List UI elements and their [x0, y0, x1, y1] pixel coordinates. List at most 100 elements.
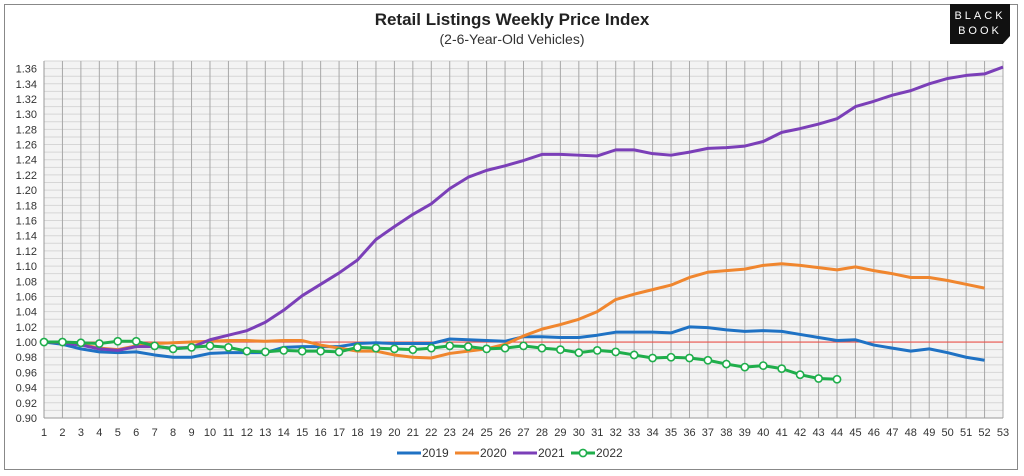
data-point-2022 — [390, 344, 399, 354]
x-tick-label: 10 — [204, 427, 216, 439]
y-tick-label: 1.12 — [16, 246, 37, 258]
data-point-2022 — [832, 374, 842, 384]
x-tick-label: 24 — [462, 427, 474, 439]
data-point-2022 — [537, 343, 547, 353]
data-point-2022 — [500, 343, 510, 353]
data-point-2022 — [150, 341, 160, 351]
x-tick-label: 17 — [333, 427, 345, 439]
x-tick-label: 37 — [702, 427, 714, 439]
y-tick-label: 1.28 — [16, 124, 37, 136]
data-point-2022 — [168, 344, 178, 354]
y-tick-label: 1.24 — [16, 155, 37, 167]
data-point-2022 — [740, 362, 750, 372]
y-tick-label: 0.98 — [16, 352, 37, 364]
x-tick-label: 6 — [133, 427, 139, 439]
series-line-2020 — [44, 262, 985, 360]
data-point-2022 — [94, 339, 104, 348]
data-point-2022 — [205, 341, 215, 351]
x-tick-label: 45 — [849, 427, 861, 439]
data-point-2022 — [316, 346, 326, 356]
data-point-2022 — [777, 364, 787, 374]
x-tick-label: 48 — [905, 427, 917, 439]
x-tick-label: 18 — [351, 427, 363, 439]
x-tick-label: 15 — [296, 427, 308, 439]
x-tick-label: 3 — [78, 427, 84, 439]
data-point-2022 — [814, 374, 823, 383]
x-tick-label: 28 — [536, 427, 548, 439]
x-tick-label: 44 — [831, 427, 843, 439]
legend-label-2022: 2022 — [596, 446, 623, 460]
data-point-2022 — [426, 343, 436, 353]
y-tick-label: 1.04 — [16, 307, 37, 319]
x-tick-label: 5 — [115, 427, 121, 439]
y-tick-label: 1.18 — [16, 200, 37, 212]
x-tick-label: 14 — [278, 427, 290, 439]
x-tick-label: 9 — [188, 427, 194, 439]
x-tick-label: 26 — [499, 427, 511, 439]
x-tick-label: 46 — [868, 427, 880, 439]
x-tick-label: 8 — [170, 427, 176, 439]
x-tick-label: 43 — [812, 427, 824, 439]
x-tick-label: 34 — [646, 427, 658, 439]
y-tick-label: 1.22 — [16, 170, 37, 182]
x-tick-label: 32 — [610, 427, 622, 439]
data-point-2022 — [242, 346, 252, 356]
y-tick-label: 0.94 — [16, 383, 37, 395]
data-point-2022 — [279, 345, 289, 355]
chart-subtitle: (2-6-Year-Old Vehicles) — [439, 31, 585, 47]
x-tick-label: 13 — [259, 427, 271, 439]
chart-frame — [4, 4, 1018, 470]
y-tick-label: 1.10 — [16, 261, 37, 273]
x-tick-label: 53 — [997, 427, 1009, 439]
x-tick-label: 11 — [223, 427, 234, 439]
data-point-2022 — [260, 347, 270, 357]
data-point-2022 — [371, 343, 381, 353]
x-tick-label: 51 — [960, 427, 972, 439]
data-point-2022 — [666, 352, 676, 362]
y-tick-label: 1.34 — [16, 79, 37, 91]
x-tick-label: 16 — [315, 427, 327, 439]
data-point-2022 — [685, 353, 694, 363]
x-tick-label: 27 — [517, 427, 529, 439]
data-point-2022 — [408, 345, 418, 355]
legend-label-2019: 2019 — [422, 446, 449, 460]
x-tick-label: 47 — [886, 427, 898, 439]
data-point-2022 — [648, 353, 657, 363]
data-point-2022 — [795, 370, 805, 380]
data-point-2022 — [629, 350, 639, 360]
data-point-2022 — [334, 347, 344, 357]
legend-label-2020: 2020 — [480, 446, 507, 460]
data-point-2022 — [445, 341, 455, 351]
x-tick-label: 30 — [573, 427, 585, 439]
x-tick-label: 2 — [59, 427, 65, 439]
data-point-2022 — [482, 344, 492, 354]
x-tick-label: 21 — [407, 427, 419, 439]
data-point-2022 — [113, 336, 123, 346]
x-tick-label: 29 — [554, 427, 566, 439]
x-tick-label: 33 — [628, 427, 640, 439]
chart-title: Retail Listings Weekly Price Index — [374, 10, 650, 29]
x-tick-label: 23 — [444, 427, 456, 439]
x-tick-label: 52 — [978, 427, 990, 439]
x-tick-label: 49 — [923, 427, 935, 439]
x-tick-label: 40 — [757, 427, 769, 439]
y-tick-label: 1.32 — [16, 94, 37, 106]
x-tick-label: 22 — [425, 427, 437, 439]
data-point-2022 — [224, 342, 233, 352]
x-tick-label: 42 — [794, 427, 806, 439]
x-tick-label: 39 — [739, 427, 751, 439]
x-tick-label: 38 — [720, 427, 732, 439]
y-tick-label: 1.16 — [16, 216, 37, 228]
x-tick-label: 36 — [683, 427, 695, 439]
y-tick-label: 1.20 — [16, 185, 37, 197]
data-point-2022 — [721, 359, 731, 369]
data-point-2022 — [76, 338, 86, 348]
data-point-2022 — [703, 355, 713, 365]
y-tick-label: 0.90 — [16, 413, 37, 425]
y-tick-label: 1.26 — [16, 140, 37, 152]
x-tick-label: 31 — [591, 427, 603, 439]
y-tick-label: 0.92 — [16, 398, 37, 410]
y-tick-label: 1.30 — [16, 109, 37, 121]
y-tick-label: 1.08 — [16, 276, 37, 288]
legend-marker-2022 — [578, 448, 588, 458]
